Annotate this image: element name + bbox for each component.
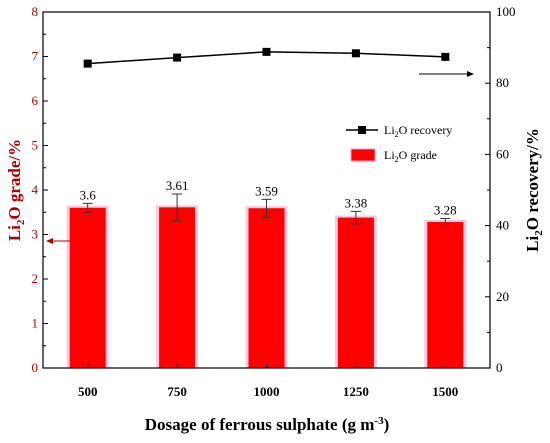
x-tick-label-2: 1000 — [254, 384, 280, 399]
y-left-tick-label-2: 2 — [32, 271, 39, 286]
right-axis-arrow — [419, 71, 474, 77]
bar-1 — [159, 207, 196, 368]
y-left-tick-label-1: 1 — [32, 316, 39, 331]
y-left-tick-label-5: 5 — [32, 138, 39, 153]
left-axis-arrow — [46, 238, 70, 244]
y-left-tick-label-8: 8 — [32, 4, 39, 19]
data-label-1: 3.61 — [166, 178, 189, 193]
y-left-tick-label-6: 6 — [32, 93, 39, 108]
legend-item-grade: Li2O grade — [350, 148, 437, 164]
y-right-tick-label-0: 0 — [496, 360, 503, 375]
data-label-3: 3.38 — [345, 195, 368, 210]
y-right-axis-title: Li2O recovery/% — [523, 128, 545, 252]
x-tick-label-1: 750 — [167, 384, 187, 399]
bar-2 — [248, 208, 285, 368]
bar-3 — [337, 217, 374, 368]
recovery-line-group — [83, 47, 450, 68]
data-label-4: 3.28 — [434, 202, 457, 217]
recovery-point-4 — [441, 52, 450, 61]
legend-item-recovery: Li2O recovery — [346, 123, 452, 139]
x-tick-label-0: 500 — [78, 384, 98, 399]
recovery-point-0 — [83, 59, 92, 68]
y-left-axis-title: Li2O grade/% — [5, 139, 27, 241]
y-left-tick-label-0: 0 — [32, 360, 39, 375]
y-left-tick-label-4: 4 — [32, 182, 39, 197]
data-labels-group: 3.6 3.61 3.59 3.38 3.28 — [80, 178, 457, 217]
y-left-tick-label-3: 3 — [32, 227, 39, 242]
x-tick-label-3: 1250 — [343, 384, 369, 399]
x-axis-title: Dosage of ferrous sulphate (g m-3) — [145, 415, 390, 434]
bar-0 — [69, 207, 106, 368]
x-tick-label-4: 1500 — [432, 384, 458, 399]
error-bars-group — [82, 193, 451, 227]
bars-group — [66, 205, 467, 368]
left-axis-ticks: 0 1 2 3 4 5 6 7 8 — [32, 4, 48, 375]
y-right-tick-label-5: 100 — [496, 4, 516, 19]
y-right-tick-label-1: 20 — [496, 289, 509, 304]
x-axis-ticks: 500 750 1000 1250 1500 — [78, 363, 458, 399]
data-label-0: 3.6 — [80, 187, 97, 202]
y-right-tick-label-3: 60 — [496, 146, 509, 161]
data-label-2: 3.59 — [255, 183, 278, 198]
recovery-point-2 — [262, 47, 271, 56]
legend-label-grade: Li2O grade — [384, 148, 437, 164]
y-right-tick-label-2: 40 — [496, 218, 509, 233]
recovery-point-3 — [351, 49, 360, 58]
y-left-tick-label-7: 7 — [32, 49, 39, 64]
legend-label-recovery: Li2O recovery — [384, 123, 452, 139]
legend: Li2O recovery Li2O grade — [346, 123, 452, 164]
right-axis-ticks: 0 20 40 60 80 100 — [485, 4, 516, 375]
bar-4 — [427, 222, 464, 368]
recovery-point-1 — [173, 53, 182, 62]
y-right-tick-label-4: 80 — [496, 75, 509, 90]
